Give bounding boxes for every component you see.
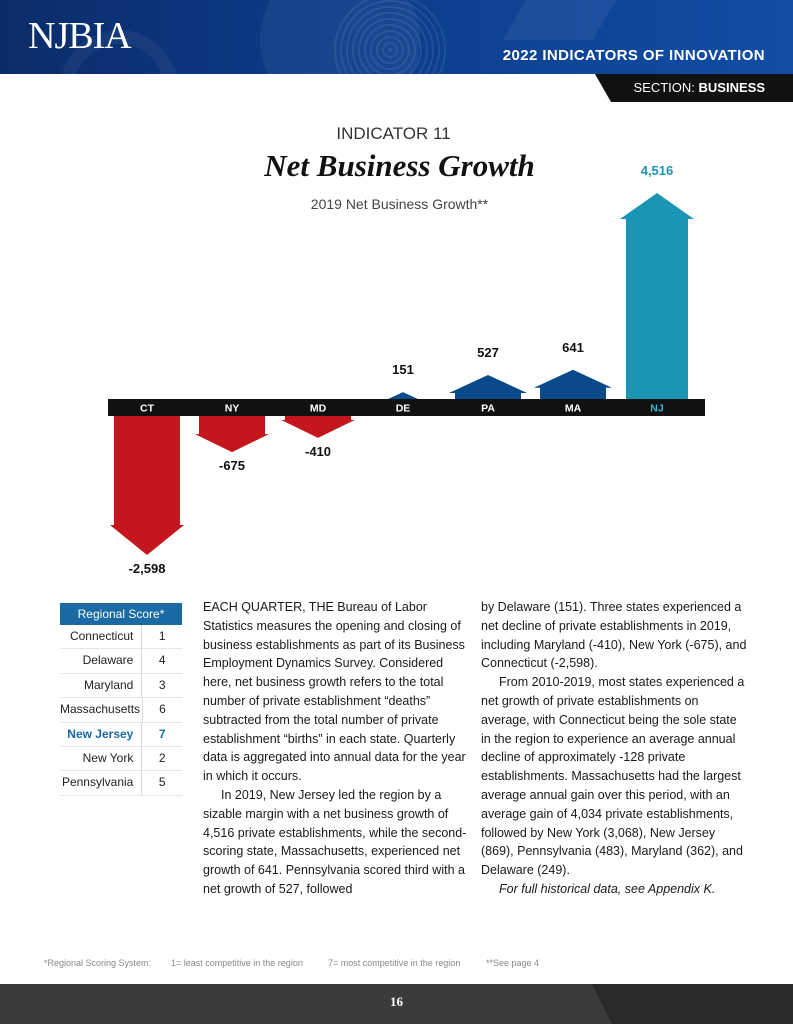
state-score: 4 (141, 649, 182, 673)
bar-nj (620, 193, 694, 399)
indicator-title: Net Business Growth (264, 148, 535, 183)
chart-subtitle: 2019 Net Business Growth** (310, 196, 489, 212)
category-label-ct: CT (140, 403, 155, 415)
state-score: 6 (142, 698, 182, 722)
body-paragraph: by Delaware (151). Three states experien… (481, 600, 747, 671)
footer-decoration (592, 984, 793, 1024)
regional-score-row: Pennsylvania 5 (60, 771, 182, 796)
indicator-label: INDICATOR 11 (336, 124, 451, 143)
footer-band (0, 984, 793, 1024)
regional-score-row: New Jersey 7 (60, 722, 182, 747)
state-score: 7 (141, 722, 182, 746)
header-decoration (260, 0, 420, 74)
bar-ct (110, 416, 184, 555)
value-label-ct: -2,598 (129, 561, 166, 576)
state-name: New York (82, 750, 134, 765)
value-label-ny: -675 (219, 458, 245, 473)
state-name: Pennsylvania (61, 775, 134, 790)
footnote-most: 7= most competitive in the region (328, 958, 461, 968)
value-label-md: -410 (305, 444, 331, 459)
category-label-ma: MA (565, 403, 582, 415)
category-label-md: MD (310, 403, 327, 415)
section-tab: SECTION: BUSINESS (595, 74, 793, 102)
regional-score-row: Connecticut 1 (60, 625, 182, 650)
report-title: 2022 INDICATORS OF INNOVATION (502, 47, 765, 64)
appendix-note: For full historical data, see Appendix K… (499, 881, 716, 896)
value-label-nj: 4,516 (641, 163, 674, 178)
njbia-logo: NJBIA (28, 15, 132, 57)
state-name: New Jersey (67, 726, 134, 741)
page-number: 16 (390, 994, 403, 1009)
footnote-system: *Regional Scoring System: (44, 958, 152, 968)
value-label-de: 151 (392, 362, 414, 377)
state-name: Massachusetts (60, 702, 141, 717)
header-decoration (330, 0, 450, 74)
state-score: 3 (141, 673, 182, 698)
regional-score-row: Maryland 3 (60, 673, 182, 699)
value-label-pa: 527 (477, 345, 499, 360)
footnote-see-page: **See page 4 (486, 958, 540, 968)
bar-ma (534, 369, 612, 399)
state-score: 2 (141, 746, 182, 771)
body-paragraph: From 2010-2019, most states experienced … (481, 675, 745, 878)
net-growth-chart: -2,598 -675 -410 151 527 641 4,516 CT NY MD DE PA MA… (108, 163, 705, 576)
state-score: 5 (141, 771, 182, 795)
regional-score-row: Massachusetts 6 (60, 698, 182, 723)
state-name: Connecticut (69, 629, 134, 643)
regional-score-row: New York 2 (60, 746, 182, 772)
category-label-ny: NY (225, 403, 240, 415)
regional-score-row: Delaware 4 (60, 649, 182, 674)
header-band: NJBIA 2022 INDICATORS OF INNOVATION (0, 0, 793, 74)
state-name: Maryland (83, 677, 134, 692)
category-label-de: DE (396, 403, 411, 415)
regional-score-table: Regional Score* Connecticut 1 Delaware 4 Mar… (60, 603, 182, 796)
category-axis (108, 399, 705, 416)
bar-ny (195, 416, 269, 453)
footnote-least: 1= least competitive in the region (171, 958, 303, 968)
regional-score-header: Regional Score* (60, 603, 182, 625)
body-paragraph: In 2019, New Jersey led the region by a … (203, 787, 467, 896)
body-paragraph: EACH QUARTER, THE Bureau of Labor Statis… (203, 600, 466, 784)
value-label-ma: 641 (562, 340, 584, 355)
bar-pa (449, 374, 527, 399)
body-column-2: by Delaware (151). Three states experien… (481, 598, 747, 899)
category-label-pa: PA (481, 403, 495, 415)
state-name: Delaware (82, 653, 134, 668)
bar-md (281, 416, 355, 438)
body-column-1: EACH QUARTER, THE Bureau of Labor Statis… (203, 598, 468, 899)
section-prefix: SECTION: (633, 80, 695, 95)
state-score: 1 (141, 625, 182, 649)
category-label-nj: NJ (650, 403, 664, 415)
section-name: BUSINESS (698, 80, 765, 95)
